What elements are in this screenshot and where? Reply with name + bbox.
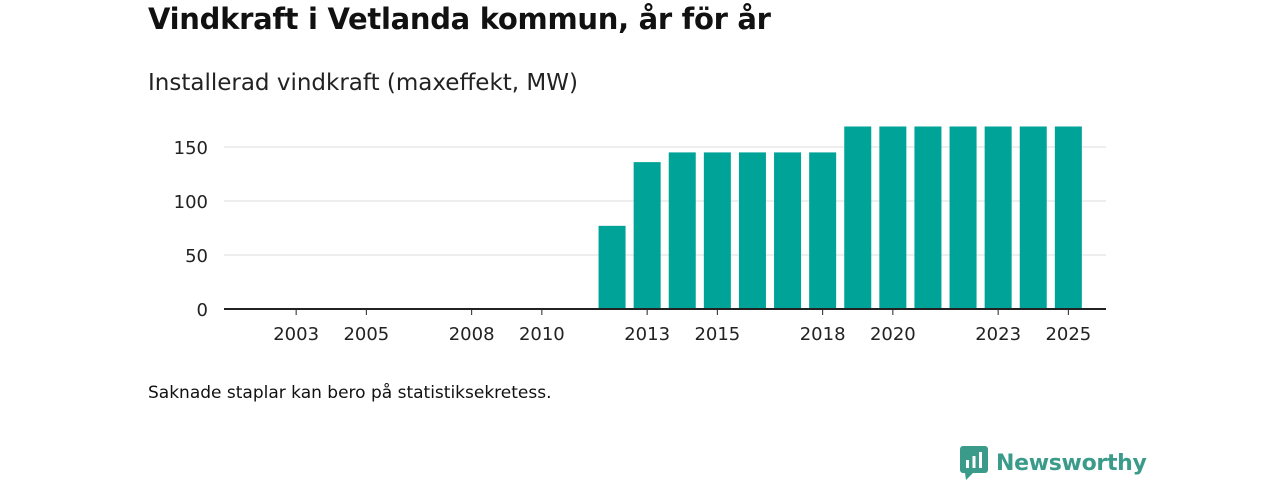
y-tick-label: 50	[185, 246, 208, 267]
y-tick-label: 0	[197, 300, 208, 321]
x-tick-label: 2015	[694, 324, 740, 345]
x-tick-label: 2023	[975, 324, 1021, 345]
x-tick-label: 2003	[273, 324, 319, 345]
bar-2025	[1054, 126, 1082, 309]
bar-2022	[949, 126, 977, 309]
bar-2023	[984, 126, 1012, 309]
x-tick-label: 2008	[449, 324, 495, 345]
bar-2013	[633, 162, 661, 309]
bar-2014	[668, 152, 696, 309]
x-tick-label: 2025	[1045, 324, 1091, 345]
brand-logo: Newsworthy	[960, 446, 1147, 480]
x-tick-label: 2005	[343, 324, 389, 345]
bar-2017	[774, 152, 802, 309]
bar-2019	[844, 126, 872, 309]
brand-name: Newsworthy	[996, 450, 1147, 476]
y-tick-label: 100	[174, 192, 208, 213]
bars	[598, 126, 1082, 309]
bar-2012	[598, 225, 626, 309]
footnote: Saknade staplar kan bero på statistiksek…	[148, 383, 552, 403]
newsworthy-logo-icon	[960, 446, 988, 480]
bar-2016	[738, 152, 766, 309]
x-tick-label: 2013	[624, 324, 670, 345]
bar-2015	[703, 152, 731, 309]
bar-2024	[1019, 126, 1047, 309]
bar-2021	[914, 126, 942, 309]
chart-title: Vindkraft i Vetlanda kommun, år för år	[148, 2, 771, 36]
bar-2018	[809, 152, 837, 309]
x-tick-label: 2020	[870, 324, 916, 345]
y-tick-label: 150	[174, 138, 208, 159]
x-tick-label: 2010	[519, 324, 565, 345]
chart-subtitle: Installerad vindkraft (maxeffekt, MW)	[148, 70, 578, 96]
axes: 0 50 100 150 2003 2005 2008 2010 2013 2015 2018 202…	[174, 138, 1106, 345]
bar-2020	[879, 126, 907, 309]
x-tick-label: 2018	[800, 324, 846, 345]
